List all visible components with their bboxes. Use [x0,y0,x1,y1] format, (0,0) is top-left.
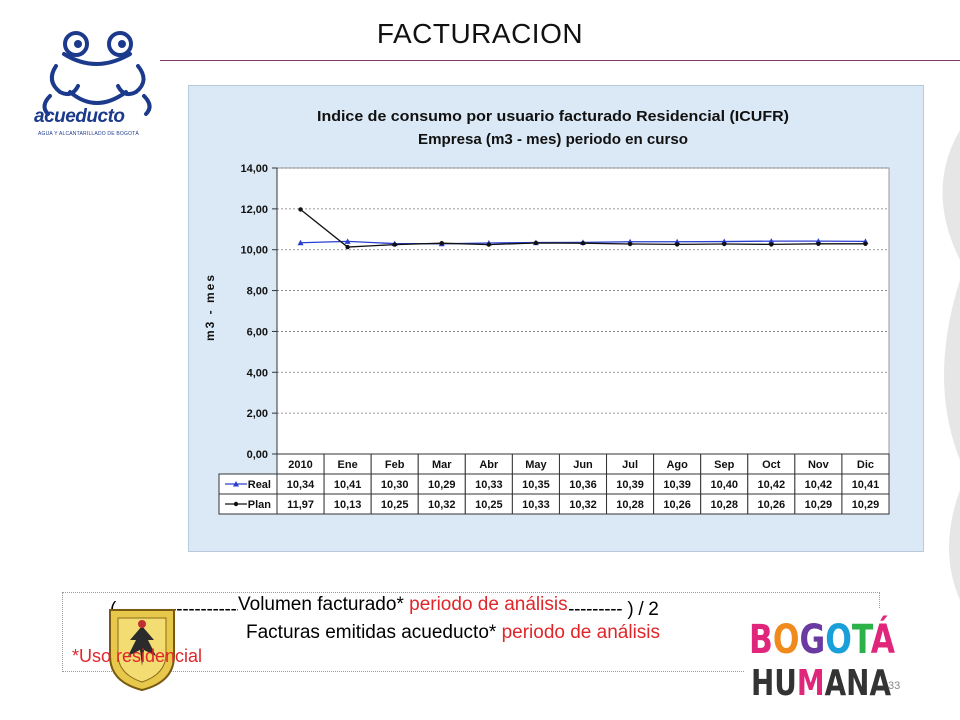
point-plan [533,240,539,246]
data-label-plan: 11,97 [287,499,314,511]
data-label-real: 10,41 [852,479,880,491]
x-category-label: Mar [432,459,452,471]
data-label-real: 10,29 [428,479,456,491]
x-category-label: Feb [385,459,405,471]
data-label-real: 10,34 [287,479,315,491]
data-label-real: 10,36 [569,479,597,491]
data-label-plan: 10,33 [522,499,550,511]
residential-use-note: *Uso residencial [72,646,203,666]
chart-subtitle: Empresa (m3 - mes) periodo en curso [418,131,688,148]
numerator-period: periodo de análisis [409,594,568,615]
y-tick-label: 2,00 [247,408,268,420]
point-plan [298,207,303,212]
data-label-plan: 10,29 [852,499,880,511]
y-tick-label: 14,00 [240,163,268,175]
legend-label-real: Real [248,479,271,491]
data-label-plan: 10,32 [569,499,597,511]
acueducto-logo-subtitle: AGUA Y ALCANTARILLADO DE BOGOTÁ [38,131,139,137]
legend-marker-real [233,481,239,487]
point-plan [674,242,680,247]
point-plan [769,242,774,247]
point-plan [439,240,444,246]
data-label-plan: 10,26 [758,499,786,511]
data-label-real: 10,33 [475,479,503,491]
denominator-text: Facturas emitidas acueducto* [246,622,497,643]
y-tick-label: 6,00 [247,326,268,338]
data-label-plan: 10,26 [663,499,691,511]
y-tick-label: 8,00 [247,286,268,298]
data-label-real: 10,41 [334,479,362,491]
x-category-label: Jun [573,459,593,471]
x-category-label: Sep [714,459,734,471]
formula-denominator: Facturas emitidas acueducto* periodo de … [246,622,660,644]
page-number: 33 [888,680,901,692]
point-plan [486,242,492,247]
data-label-real: 10,35 [522,479,550,491]
point-real [297,239,304,246]
x-category-label: Oct [762,459,781,471]
bogota-coat-of-arms [109,609,175,692]
numerator-text: Volumen facturado* [238,594,404,615]
data-label-plan: 10,29 [805,499,833,511]
plot-area [276,167,890,455]
point-plan [345,244,350,250]
x-category-label: May [525,459,547,471]
data-label-plan: 10,25 [381,499,409,511]
chart-title: Indice de consumo por usuario facturado … [317,108,789,125]
point-real [344,238,351,244]
x-category-label: Nov [808,459,830,471]
data-label-plan: 10,25 [475,499,503,511]
data-label-real: 10,39 [616,479,644,491]
data-label-real: 10,30 [381,479,409,491]
decorative-swoosh [942,130,960,600]
icufr-line-chart: Indice de consumo por usuario facturado … [203,108,890,515]
table-data-cell [841,493,890,515]
bogota-logo-line1: BOGOTÁ [749,615,895,663]
y-axis-label: m3 - mes [203,273,217,341]
page-title: FACTURACION [376,18,584,49]
x-category-label: Abr [479,459,499,471]
denominator-period: periodo de análisis [501,622,661,643]
data-label-real: 10,42 [805,479,833,491]
point-plan [816,241,821,246]
data-label-plan: 10,28 [616,499,644,511]
legend-marker-plan [233,501,239,507]
data-label-real: 10,40 [710,479,738,491]
acueducto-frog-logo [42,31,152,116]
data-label-real: 10,39 [663,479,691,491]
point-plan [627,241,633,247]
acueducto-logo-text: acueducto [34,106,125,127]
x-category-label: Ago [666,459,688,471]
point-plan [863,241,868,246]
formula-close: ) / 2 [627,599,659,620]
data-label-plan: 10,32 [428,499,456,511]
chart-panel: Indice de consumo por usuario facturado … [188,85,924,552]
x-category-label: Jul [622,459,638,471]
data-label-plan: 10,13 [334,499,362,511]
legend-label-plan: Plan [248,499,272,511]
x-category-label: Ene [338,459,358,471]
formula-numerator: Volumen facturado* periodo de análisis [238,594,568,616]
title-divider [160,60,960,61]
x-category-label: Dic [857,459,874,471]
y-tick-label: 0,00 [247,449,268,461]
point-plan [392,242,397,247]
bogota-logo-line2: HUMANA [751,663,891,701]
y-tick-label: 4,00 [247,367,268,379]
data-label-plan: 10,28 [710,499,738,511]
bogota-humana-logo: BOGOTÁ HUMANA [745,609,900,704]
data-label-real: 10,42 [758,479,786,491]
point-real [768,238,775,244]
y-tick-label: 10,00 [240,245,268,257]
point-plan [580,240,586,246]
point-plan [722,241,727,247]
x-category-label: 2010 [288,459,312,471]
y-tick-label: 12,00 [240,204,268,216]
